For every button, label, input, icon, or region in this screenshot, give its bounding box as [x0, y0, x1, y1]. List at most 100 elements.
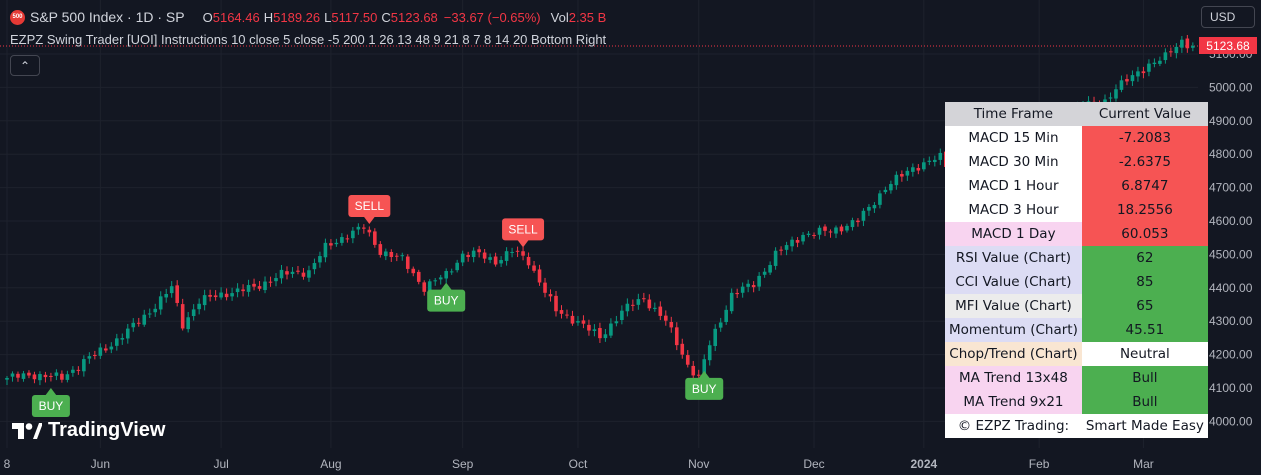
candle-body	[125, 328, 130, 339]
candle-body	[729, 292, 734, 312]
symbol-title[interactable]: S&P 500 Index · 1D · SP	[30, 9, 185, 25]
row-value: 65	[1081, 294, 1208, 318]
candle-body	[735, 292, 739, 295]
candle-body	[779, 249, 783, 251]
table-row: MACD 1 Hour 6.8747	[945, 174, 1208, 198]
row-label: Chop/Trend (Chart)	[945, 342, 1082, 366]
candle-body	[850, 220, 855, 228]
time-tick-label: Mar	[1133, 457, 1154, 471]
candle-body	[257, 286, 262, 289]
row-value: Smart Made Easy	[1081, 414, 1208, 438]
candle-body	[598, 328, 602, 339]
candle-body	[71, 369, 75, 373]
last-price-label: 5123.68	[1199, 37, 1257, 54]
collapse-indicators-button[interactable]: ⌃	[10, 55, 40, 76]
candle-body	[636, 299, 641, 305]
candle-body	[532, 265, 536, 271]
candle-body	[411, 268, 416, 274]
candle-body	[438, 277, 443, 280]
indicator-legend[interactable]: EZPZ Swing Trader [UOI] Instructions 10 …	[10, 32, 607, 47]
candle-body	[861, 210, 866, 221]
candle-body	[757, 275, 761, 287]
high-value: 5189.26	[273, 9, 321, 25]
symbol-logo[interactable]: 500	[10, 9, 25, 25]
candle-body	[867, 206, 871, 211]
candle-body	[1169, 51, 1173, 53]
candle-body	[713, 328, 718, 346]
high-label: H	[263, 9, 274, 25]
candle-body	[400, 255, 405, 257]
table-row: © EZPZ Trading: Smart Made Easy	[945, 414, 1208, 438]
low-label: L	[324, 9, 332, 25]
candle-body	[1125, 79, 1129, 82]
candle-body	[384, 251, 388, 257]
candle-body	[54, 372, 59, 376]
candle-body	[1163, 52, 1168, 61]
candle-body	[1141, 71, 1146, 74]
row-label: MACD 1 Day	[945, 222, 1082, 246]
table-row: Momentum (Chart) 45.51	[945, 318, 1208, 342]
row-label: MACD 30 Min	[945, 150, 1082, 174]
candle-body	[49, 375, 53, 377]
candle-body	[296, 270, 300, 272]
candle-body	[5, 377, 9, 380]
candle-body	[224, 293, 229, 298]
candle-body	[416, 271, 421, 282]
candle-body	[76, 369, 81, 371]
candle-body	[115, 338, 119, 346]
header-current-value: Current Value	[1081, 102, 1208, 126]
candle-body	[38, 374, 42, 381]
change-value: −33.67 (−0.65%)	[443, 9, 541, 25]
candle-body	[373, 231, 377, 245]
candle-body	[477, 249, 481, 253]
candle-body	[724, 309, 728, 323]
buy-signal: BUY	[685, 370, 724, 400]
tradingview-logo[interactable]: TradingView	[12, 419, 165, 442]
price-axis: 5100.005000.004900.004800.004700.004600.…	[1209, 47, 1253, 428]
table-row: Chop/Trend (Chart) Neutral	[945, 342, 1208, 366]
candle-body	[318, 256, 322, 263]
row-value: Bull	[1081, 390, 1208, 414]
currency-selector[interactable]: USD	[1201, 6, 1255, 28]
candle-body	[323, 242, 328, 258]
open-label: O	[202, 9, 213, 25]
candle-body	[334, 242, 339, 245]
candle-body	[521, 251, 525, 256]
candle-body	[307, 270, 311, 278]
candle-body	[938, 152, 943, 160]
volume-value: 2.35 B	[568, 9, 607, 25]
candle-body	[718, 322, 723, 328]
candle-body	[389, 251, 394, 258]
candle-body	[202, 295, 207, 306]
candle-body	[740, 286, 745, 293]
candle-body	[900, 174, 904, 177]
candle-body	[312, 263, 317, 270]
candle-body	[488, 257, 492, 260]
price-tick-label: 4900.00	[1209, 114, 1253, 128]
candle-body	[795, 240, 800, 243]
candle-body	[845, 225, 849, 231]
candle-body	[933, 159, 937, 163]
candle-body	[1191, 45, 1195, 48]
candle-body	[169, 286, 174, 294]
table-row: MFI Value (Chart) 65	[945, 294, 1208, 318]
time-tick-label: Aug	[320, 457, 341, 471]
chart-header: 500 S&P 500 Index · 1D · SP O 5164.46 H 51…	[10, 8, 606, 26]
candle-body	[1108, 97, 1113, 99]
time-tick-label: Nov	[688, 457, 709, 471]
candle-body	[268, 281, 273, 283]
candle-body	[669, 322, 674, 328]
time-tick-label: Jun	[91, 457, 110, 471]
candle-body	[109, 346, 114, 350]
candle-body	[449, 271, 454, 273]
candle-body	[515, 250, 520, 252]
candle-body	[263, 281, 267, 291]
candle-body	[559, 310, 564, 314]
candle-body	[592, 329, 597, 331]
candle-body	[526, 256, 531, 266]
candle-body	[839, 226, 844, 232]
candle-body	[828, 231, 833, 233]
candle-body	[378, 244, 383, 255]
candle-body	[82, 359, 86, 372]
row-label: CCI Value (Chart)	[945, 270, 1082, 294]
